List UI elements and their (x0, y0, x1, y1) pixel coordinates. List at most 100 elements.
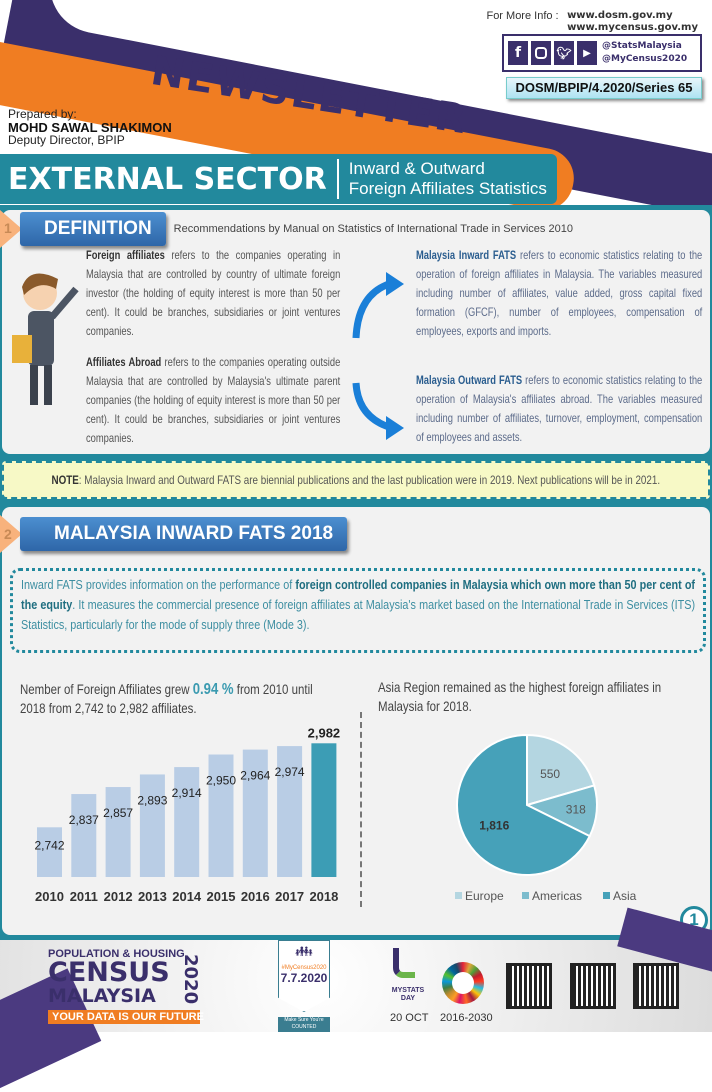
data-label-2018: 2,982 (308, 725, 341, 740)
x-tick-2018: 2018 (309, 889, 338, 904)
mycensus-link[interactable]: www.mycensus.gov.my (567, 22, 698, 33)
chart-divider (360, 712, 362, 907)
pie-chart-caption: Asia Region remained as the highest fore… (378, 679, 662, 714)
twitter-icon[interactable]: 🐦︎ (554, 41, 574, 65)
legend-swatch-americas (522, 892, 529, 899)
bar-2018 (311, 743, 337, 877)
social-box: f 🐦︎ ▶ @StatsMalaysia @MyCensus2020 (502, 34, 702, 72)
data-label-2013: 2,893 (137, 793, 167, 807)
more-info: For More Info : www.dosm.gov.my www.mycen… (486, 10, 698, 35)
census-line3: MALAYSIA (48, 985, 156, 1007)
more-info-label: For More Info : (486, 10, 559, 22)
youtube-icon[interactable]: ▶ (577, 41, 597, 65)
growth-highlight: 0.94 % (192, 681, 234, 698)
definition-header: 1 DEFINITION Recommendations by Manual o… (0, 210, 573, 248)
bar-2011 (71, 794, 97, 877)
definition-text: refers to the companies operating in Mal… (86, 248, 341, 338)
intro-highlight: foreign controlled companies in Malaysia… (21, 577, 696, 612)
bar-2010 (37, 827, 62, 877)
businessman-illustration-icon (10, 265, 80, 415)
data-label-2017: 2,974 (275, 765, 305, 779)
handle-statsmalaysia: @StatsMalaysia (602, 41, 682, 51)
term: Foreign affiliates (86, 248, 165, 262)
definition-title: DEFINITION (20, 212, 166, 246)
legend-asia: Asia (613, 889, 637, 903)
sector-title: EXTERNAL SECTOR (8, 161, 327, 197)
definition-caption: Recommendations by Manual on Statistics … (173, 223, 573, 235)
term: Affiliates Abroad (86, 355, 162, 369)
qr-code-census-icon[interactable] (633, 963, 679, 1009)
caption-text: from 2010 until 2018 from 2,742 to 2,982… (20, 681, 313, 716)
note-box: NOTE: Malaysia Inward and Outward FATS a… (2, 461, 710, 499)
term: Malaysia Outward FATS (416, 373, 523, 387)
x-tick-2011: 2011 (70, 889, 98, 904)
foreign-affiliates-definition: Foreign affiliates refers to the compani… (86, 246, 340, 341)
legend-swatch-europe (455, 892, 462, 899)
affiliates-abroad-definition: Affiliates Abroad refers to the companie… (86, 353, 340, 448)
pie-label-asia: 1,816 (479, 818, 509, 832)
bar-2012 (105, 787, 131, 877)
x-tick-2017: 2017 (275, 889, 304, 904)
hashtag: #MyCensus2020 (281, 965, 327, 971)
data-label-2014: 2,914 (172, 786, 202, 800)
census-year: 2020 (180, 954, 201, 1005)
bar-2016 (242, 749, 268, 877)
mystats-logo: MYSTATS DAY (388, 965, 428, 1003)
dosm-link[interactable]: www.dosm.gov.my (567, 10, 673, 21)
bar-chart-caption: Nember of Foreign Affiliates grew 0.94 %… (20, 680, 320, 718)
bar-2015 (208, 754, 234, 877)
x-tick-2016: 2016 (241, 889, 270, 904)
inward-fats-intro: Inward FATS provides information on the … (10, 568, 706, 653)
note-label: NOTE (51, 473, 79, 487)
definition-text: refers to economic statistics relating t… (416, 373, 703, 444)
section-marker-icon (0, 515, 22, 553)
term: Malaysia Inward FATS (416, 248, 517, 262)
pie-slice-asia (456, 733, 592, 876)
prepared-by: Prepared by: MOHD SAWAL SHAKIMON Deputy … (8, 108, 172, 147)
arrows-icon (352, 272, 404, 440)
pie-chart: 550 318 1,816 Europe Americas Asia (455, 733, 637, 903)
subtitle-line1: Inward & Outward (348, 159, 485, 178)
census-line2: CENSUS (48, 957, 170, 988)
bar-chart: 2,742 2010 2,837 2011 2,857 2012 2,893 2013 2,91… (34, 725, 341, 904)
sdg-wheel-icon (442, 962, 484, 1004)
section-number: 2 (4, 526, 12, 542)
data-label-2015: 2,950 (206, 774, 236, 788)
note-text: : Malaysia Inward and Outward FATS are b… (78, 473, 661, 487)
pie-label-europe: 550 (540, 767, 560, 781)
subtitle-line2: Foreign Affiliates Statistics (348, 179, 547, 198)
census-logo: POPULATION & HOUSING CENSUS MALAYSIA 202… (48, 948, 208, 1024)
inward-fats-definition: Malaysia Inward FATS refers to economic … (416, 246, 702, 341)
mystats-date: 20 OCT (390, 1012, 429, 1024)
qr-code-facebook-icon[interactable] (570, 963, 616, 1009)
x-tick-2010: 2010 (35, 889, 64, 904)
qr-code-icon[interactable] (506, 963, 552, 1009)
instagram-icon[interactable] (531, 41, 551, 65)
sdg-years: 2016-2030 (440, 1012, 493, 1024)
caption-text: Nember of Foreign Affiliates grew (20, 681, 193, 697)
outward-fats-definition: Malaysia Outward FATS refers to economic… (416, 371, 702, 447)
definition-text: refers to economic statistics relating t… (416, 248, 703, 338)
author-name: MOHD SAWAL SHAKIMON (8, 120, 172, 135)
data-label-2011: 2,837 (69, 813, 99, 827)
bar-2013 (139, 774, 165, 877)
legend-swatch-asia (603, 892, 610, 899)
section-marker-icon (0, 210, 22, 248)
bar-2017 (277, 746, 303, 877)
mystats-label: MYSTATS DAY (391, 987, 425, 1002)
series-badge: DOSM/BPIP/4.2020/Series 65 (506, 77, 702, 99)
definition-text: refers to the companies operating outsid… (86, 355, 341, 445)
facebook-icon[interactable]: f (508, 41, 528, 65)
section-number: 1 (4, 220, 12, 236)
data-label-2010: 2,742 (34, 838, 64, 852)
x-tick-2012: 2012 (104, 889, 133, 904)
x-tick-2015: 2015 (207, 889, 236, 904)
author-title: Deputy Director, BPIP (8, 133, 125, 147)
x-tick-2014: 2014 (172, 889, 202, 904)
data-label-2016: 2,964 (240, 769, 270, 783)
census-line1: POPULATION & HOUSING (48, 948, 185, 960)
family-icon: 👪︎ (295, 943, 313, 959)
legend-europe: Europe (465, 889, 504, 903)
census-tagline: YOUR DATA IS OUR FUTURE (48, 1010, 204, 1024)
pie-label-americas: 318 (566, 802, 586, 816)
